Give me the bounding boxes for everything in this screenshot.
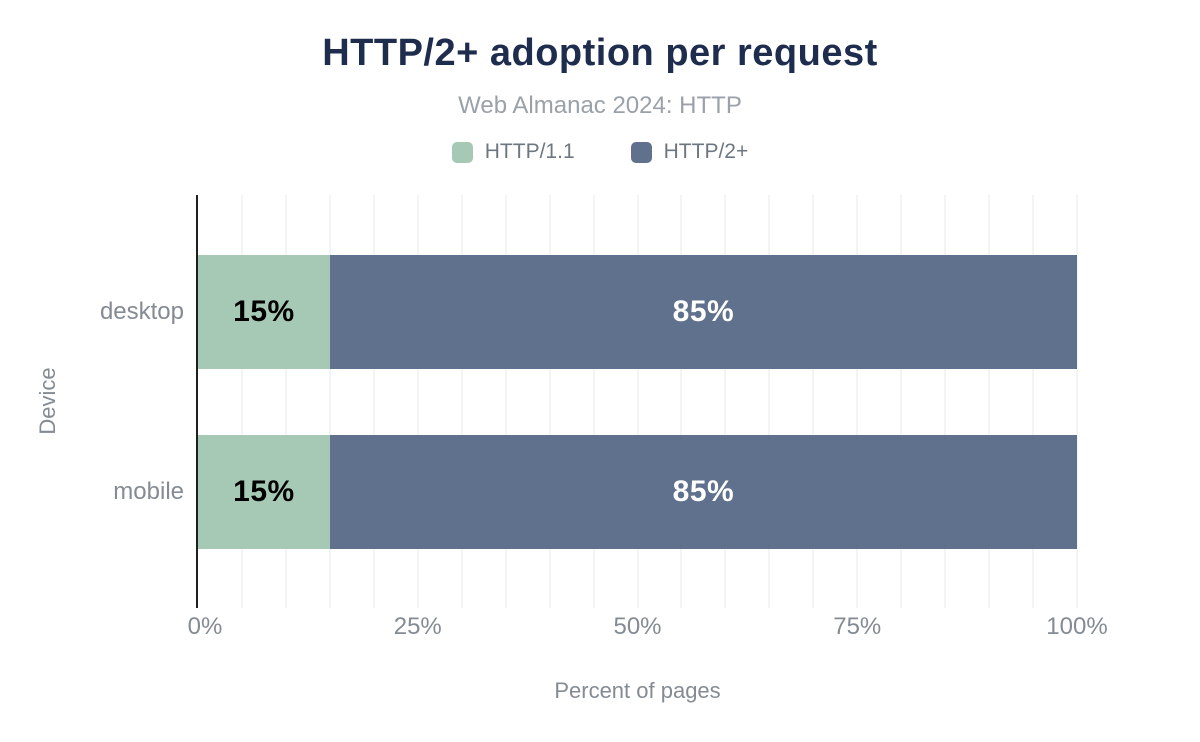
bar-segment-mobile-http-1-1: 15%	[198, 435, 330, 549]
x-tick-label: 50%	[613, 613, 662, 640]
gridline	[680, 195, 683, 608]
gridline	[812, 195, 815, 608]
x-axis-tick-labels: 0% 25% 50% 75% 100%	[188, 613, 1108, 643]
chart-subtitle: Web Almanac 2024: HTTP	[458, 92, 742, 119]
bar-segment-desktop-http-1-1: 15%	[198, 255, 330, 369]
gridline	[372, 195, 375, 608]
gridline	[284, 195, 287, 608]
x-axis-title: Percent of pages	[554, 678, 721, 703]
gridline	[988, 195, 991, 608]
gridline	[592, 195, 595, 608]
bar-segment-desktop-http-2-: 85%	[329, 255, 1077, 369]
bar-row-desktop: 15% 85%	[198, 255, 1077, 369]
legend-item-http-2-: HTTP/2+	[630, 140, 749, 164]
x-tick-label: 25%	[393, 613, 442, 640]
gridline	[460, 195, 463, 608]
bar-value-label: 85%	[672, 295, 735, 328]
gridline	[768, 195, 771, 608]
gridline	[636, 195, 639, 608]
x-tick-label: 75%	[833, 613, 882, 640]
bar-value-label: 15%	[233, 295, 295, 328]
bar-value-label: 15%	[233, 475, 295, 508]
gridline	[856, 195, 859, 608]
bar-segment-mobile-http-2-: 85%	[329, 435, 1077, 549]
bar-value-label: 85%	[672, 475, 735, 508]
legend-label: HTTP/1.1	[484, 140, 575, 163]
gridline	[240, 195, 243, 608]
y-axis-title: Device	[35, 367, 60, 435]
y-axis-category-labels: desktop mobile	[0, 195, 184, 608]
legend-swatch-icon	[451, 141, 473, 163]
x-tick-label: 0%	[187, 613, 223, 640]
gridline	[944, 195, 947, 608]
gridline	[328, 195, 331, 608]
gridline	[416, 195, 419, 608]
legend: HTTP/1.1 HTTP/2+	[0, 140, 1200, 164]
category-label-desktop: desktop	[99, 298, 184, 325]
gridline	[504, 195, 507, 608]
legend-label: HTTP/2+	[663, 140, 749, 163]
y-axis-line	[196, 195, 198, 608]
plot-area: 15% 85% 15% 85%	[196, 195, 1078, 608]
bar-row-mobile: 15% 85%	[198, 435, 1077, 549]
gridline	[1032, 195, 1035, 608]
legend-item-http-1-1: HTTP/1.1	[451, 140, 575, 164]
gridline	[900, 195, 903, 608]
chart-title: HTTP/2+ adoption per request	[322, 32, 878, 74]
gridline	[724, 195, 727, 608]
gridline	[1076, 195, 1078, 608]
legend-swatch-icon	[630, 141, 652, 163]
gridline	[548, 195, 551, 608]
x-tick-label: 100%	[1046, 613, 1108, 640]
category-label-mobile: mobile	[113, 478, 184, 505]
